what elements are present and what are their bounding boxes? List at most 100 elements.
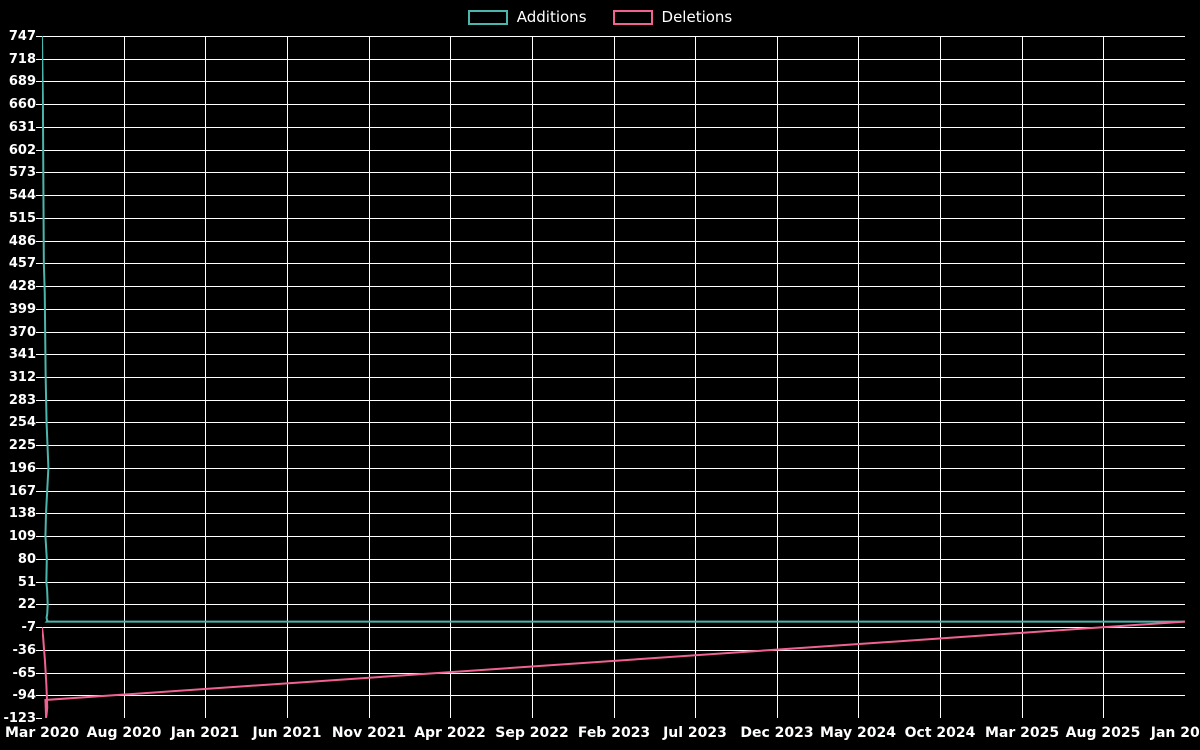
- gridline-horizontal: [42, 491, 1185, 492]
- y-axis-tick-label: 515: [8, 211, 36, 226]
- gridline-horizontal: [42, 627, 1185, 628]
- x-axis-tick-label: Aug 2025: [1065, 725, 1141, 741]
- y-axis-tick-label: 80: [17, 552, 36, 567]
- gridline-horizontal: [42, 650, 1185, 651]
- y-axis-tick-label: 660: [8, 97, 36, 112]
- legend-label-deletions: Deletions: [661, 7, 733, 26]
- gridline-horizontal: [42, 695, 1185, 696]
- x-axis-tick-label: Mar 2025: [984, 725, 1060, 741]
- gridline-horizontal: [42, 127, 1185, 128]
- x-axis-tick-label: Jul 2023: [663, 725, 727, 741]
- y-axis-tick-label: 341: [8, 347, 36, 362]
- gridline-vertical: [695, 36, 696, 718]
- gridline-horizontal: [42, 604, 1185, 605]
- x-axis-tick-label: Jan 2026: [1150, 725, 1200, 741]
- gridline-vertical: [369, 36, 370, 718]
- gridline-horizontal: [42, 377, 1185, 378]
- gridline-horizontal: [42, 195, 1185, 196]
- x-axis-tick-label: Jan 2021: [170, 725, 240, 741]
- gridline-vertical: [124, 36, 125, 718]
- legend-swatch-additions: [467, 9, 508, 25]
- gridline-vertical: [205, 36, 206, 718]
- gridline-horizontal: [42, 286, 1185, 287]
- y-axis-tick-label: 254: [8, 415, 36, 430]
- y-axis-tick-label: 428: [8, 279, 36, 294]
- y-axis-tick-label: -65: [12, 666, 37, 681]
- x-axis-tick-label: Feb 2023: [577, 725, 651, 741]
- y-axis-tick-label: -7: [21, 620, 36, 635]
- series-line-additions: [42, 36, 1185, 622]
- legend-item-deletions[interactable]: Deletions: [612, 7, 733, 26]
- gridline-horizontal: [42, 81, 1185, 82]
- x-axis-tick-label: Aug 2020: [86, 725, 162, 741]
- series-layer: [42, 36, 1185, 718]
- y-axis-tick-label: 457: [8, 256, 36, 271]
- gridline-horizontal: [42, 354, 1185, 355]
- y-axis-tick-label: 689: [8, 74, 36, 89]
- gridline-horizontal: [42, 218, 1185, 219]
- y-axis-tick-label: 283: [8, 393, 36, 408]
- gridline-horizontal: [42, 263, 1185, 264]
- x-axis-tick-label: May 2024: [820, 725, 896, 741]
- series-line-deletions: [42, 622, 1185, 718]
- chart-legend: Additions Deletions: [0, 0, 1200, 34]
- y-axis-tick-label: 167: [8, 484, 36, 499]
- y-axis-tick-label: 370: [8, 325, 36, 340]
- gridline-horizontal: [42, 559, 1185, 560]
- gridline-horizontal: [42, 59, 1185, 60]
- y-axis-tick-label: 51: [17, 575, 36, 590]
- y-axis-tick-label: 544: [8, 188, 36, 203]
- gridline-vertical: [450, 36, 451, 718]
- legend-label-additions: Additions: [516, 7, 587, 26]
- gridline-horizontal: [42, 172, 1185, 173]
- gridline-horizontal: [42, 400, 1185, 401]
- y-axis-tick-label: 602: [8, 143, 36, 158]
- x-axis: Mar 2020 Aug 2020 Jan 2021 Jun 2021 Nov 2021…: [0, 722, 1200, 750]
- y-axis-tick-label: 22: [17, 597, 36, 612]
- y-axis-tick-label: -94: [12, 688, 37, 703]
- gridline-horizontal: [42, 422, 1185, 423]
- gridline-vertical: [532, 36, 533, 718]
- plot-area: [42, 36, 1185, 718]
- gridline-vertical: [614, 36, 615, 718]
- gridline-horizontal: [42, 104, 1185, 105]
- gridline-vertical: [1022, 36, 1023, 718]
- y-axis-tick-label: 718: [8, 52, 36, 67]
- gridline-horizontal: [42, 468, 1185, 469]
- gridline-horizontal: [42, 536, 1185, 537]
- gridline-horizontal: [42, 150, 1185, 151]
- legend-item-additions[interactable]: Additions: [467, 7, 587, 26]
- y-axis-tick-label: 399: [8, 302, 36, 317]
- x-axis-tick-label: Apr 2022: [414, 725, 486, 741]
- x-axis-tick-label: Oct 2024: [904, 725, 976, 741]
- legend-swatch-deletions: [612, 9, 653, 25]
- gridline-vertical: [1103, 36, 1104, 718]
- gridline-horizontal: [42, 332, 1185, 333]
- gridline-horizontal: [42, 241, 1185, 242]
- y-axis-tick-label: 631: [8, 120, 36, 135]
- gridline-vertical: [858, 36, 859, 718]
- y-axis-tick-label: 138: [8, 506, 36, 521]
- y-axis-tick-label: 196: [8, 461, 36, 476]
- x-axis-tick-label: Nov 2021: [331, 725, 407, 741]
- gridline-horizontal: [42, 36, 1185, 37]
- y-axis-tick-label: 109: [8, 529, 36, 544]
- y-axis-tick-mark: [36, 718, 42, 719]
- y-axis-tick-label: 312: [8, 370, 36, 385]
- x-axis-tick-label: Dec 2023: [740, 725, 814, 741]
- gridline-horizontal: [42, 445, 1185, 446]
- y-axis-tick-label: 573: [8, 165, 36, 180]
- gridline-vertical: [777, 36, 778, 718]
- x-axis-tick-label: Sep 2022: [495, 725, 569, 741]
- x-axis-tick-label: Mar 2020: [4, 725, 80, 741]
- y-axis-tick-label: 486: [8, 234, 36, 249]
- y-axis-tick-label: 225: [8, 438, 36, 453]
- gridline-vertical: [940, 36, 941, 718]
- gridline-vertical: [287, 36, 288, 718]
- y-axis-tick-label: -36: [12, 643, 37, 658]
- gridline-horizontal: [42, 309, 1185, 310]
- gridline-horizontal: [42, 513, 1185, 514]
- gridline-horizontal: [42, 582, 1185, 583]
- gridline-horizontal: [42, 673, 1185, 674]
